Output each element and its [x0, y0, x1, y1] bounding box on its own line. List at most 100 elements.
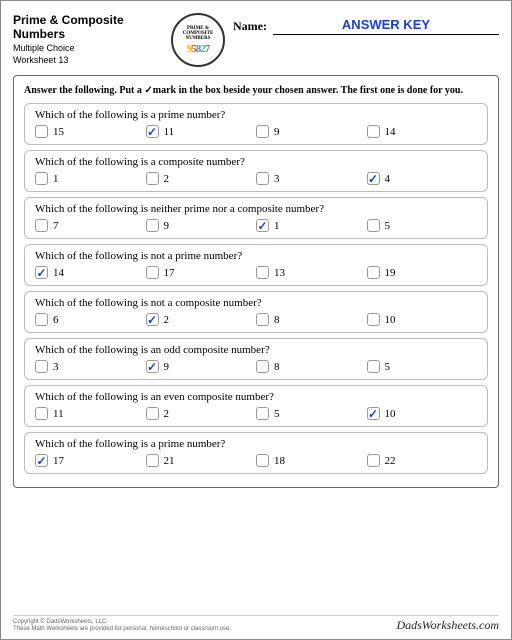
checkbox[interactable]: ✓ — [35, 266, 48, 279]
option[interactable]: ✓14 — [35, 266, 146, 279]
question-text: Which of the following is a prime number… — [35, 438, 477, 450]
question-box: Which of the following is an even compos… — [24, 385, 488, 427]
option-label: 8 — [274, 361, 280, 373]
question-text: Which of the following is a composite nu… — [35, 156, 477, 168]
option[interactable]: 10 — [367, 313, 478, 326]
option-label: 17 — [164, 267, 175, 279]
option[interactable]: 21 — [146, 454, 257, 467]
option[interactable]: ✓4 — [367, 172, 478, 185]
checkbox[interactable]: ✓ — [146, 125, 159, 138]
checkbox[interactable]: ✓ — [367, 172, 380, 185]
option-label: 4 — [385, 173, 391, 185]
checkbox[interactable] — [256, 172, 269, 185]
option[interactable]: ✓17 — [35, 454, 146, 467]
question-box: Which of the following is a prime number… — [24, 103, 488, 145]
checkbox[interactable] — [367, 360, 380, 373]
question-text: Which of the following is neither prime … — [35, 203, 477, 215]
checkbox[interactable] — [35, 125, 48, 138]
checkbox[interactable] — [146, 219, 159, 232]
checkbox[interactable] — [256, 454, 269, 467]
checkbox[interactable] — [367, 219, 380, 232]
checkbox[interactable] — [146, 454, 159, 467]
option[interactable]: 7 — [35, 219, 146, 232]
option[interactable]: 9 — [256, 125, 367, 138]
checkbox[interactable] — [35, 360, 48, 373]
question-text: Which of the following is an odd composi… — [35, 344, 477, 356]
checkbox[interactable] — [146, 407, 159, 420]
question-box: Which of the following is neither prime … — [24, 197, 488, 239]
option[interactable]: ✓1 — [256, 219, 367, 232]
checkbox[interactable] — [367, 454, 380, 467]
option[interactable]: 5 — [367, 219, 478, 232]
question-box: Which of the following is a composite nu… — [24, 150, 488, 192]
options-row: 112 5 ✓10 — [35, 407, 477, 420]
option[interactable]: 15 — [35, 125, 146, 138]
checkbox[interactable] — [256, 266, 269, 279]
checkbox[interactable] — [367, 125, 380, 138]
checkbox[interactable]: ✓ — [367, 407, 380, 420]
checkmark-icon: ✓ — [257, 220, 267, 232]
checkbox[interactable] — [146, 266, 159, 279]
logo-text-3: NUMBERS — [185, 36, 210, 41]
option-label: 21 — [164, 455, 175, 467]
option[interactable]: 3 — [35, 360, 146, 373]
checkbox[interactable] — [256, 313, 269, 326]
checkmark-icon: ✓ — [368, 408, 378, 420]
logo-digits: 95827 — [187, 43, 210, 55]
options-row: ✓14 17 1319 — [35, 266, 477, 279]
option-label: 2 — [164, 173, 170, 185]
checkmark-icon: ✓ — [36, 267, 46, 279]
option[interactable]: 8 — [256, 313, 367, 326]
name-label: Name: — [233, 19, 267, 34]
option[interactable]: 9 — [146, 219, 257, 232]
option[interactable]: 11 — [35, 407, 146, 420]
checkbox[interactable] — [256, 407, 269, 420]
checkbox[interactable]: ✓ — [146, 360, 159, 373]
question-box: Which of the following is a prime number… — [24, 432, 488, 474]
footer: Copyright © DadsWorksheets, LLC These Ma… — [13, 615, 499, 633]
checkbox[interactable]: ✓ — [256, 219, 269, 232]
option[interactable]: 14 — [367, 125, 478, 138]
checkbox[interactable] — [367, 313, 380, 326]
option-label: 1 — [274, 220, 280, 232]
option[interactable]: 19 — [367, 266, 478, 279]
checkbox[interactable] — [256, 125, 269, 138]
option[interactable]: 3 — [256, 172, 367, 185]
checkbox[interactable]: ✓ — [35, 454, 48, 467]
checkbox[interactable] — [146, 172, 159, 185]
option[interactable]: 2 — [146, 407, 257, 420]
option[interactable]: 5 — [256, 407, 367, 420]
checkbox[interactable] — [35, 172, 48, 185]
checkbox[interactable] — [35, 407, 48, 420]
option-label: 15 — [53, 126, 64, 138]
question-box: Which of the following is an odd composi… — [24, 338, 488, 380]
instructions: Answer the following. Put a ✓mark in the… — [24, 84, 488, 97]
option-label: 5 — [274, 408, 280, 420]
option[interactable]: ✓10 — [367, 407, 478, 420]
checkbox[interactable] — [256, 360, 269, 373]
checkbox[interactable] — [35, 219, 48, 232]
option[interactable]: 6 — [35, 313, 146, 326]
checkbox[interactable] — [35, 313, 48, 326]
logo-badge: PRIME & COMPOSITE NUMBERS 95827 — [171, 13, 225, 67]
option[interactable]: 13 — [256, 266, 367, 279]
option-label: 1 — [53, 173, 59, 185]
options-row: ✓17 21 1822 — [35, 454, 477, 467]
option[interactable]: 2 — [146, 172, 257, 185]
checkbox[interactable] — [367, 266, 380, 279]
option[interactable]: 5 — [367, 360, 478, 373]
question-box: Which of the following is not a prime nu… — [24, 244, 488, 286]
checkbox[interactable]: ✓ — [146, 313, 159, 326]
option[interactable]: 8 — [256, 360, 367, 373]
option[interactable]: 18 — [256, 454, 367, 467]
options-row: 6✓2810 — [35, 313, 477, 326]
options-row: 3✓9 8 5 — [35, 360, 477, 373]
option[interactable]: 17 — [146, 266, 257, 279]
option[interactable]: ✓11 — [146, 125, 257, 138]
option[interactable]: 22 — [367, 454, 478, 467]
option[interactable]: ✓2 — [146, 313, 257, 326]
option[interactable]: 1 — [35, 172, 146, 185]
name-value: ANSWER KEY — [273, 17, 499, 35]
option[interactable]: ✓9 — [146, 360, 257, 373]
questions-list: Which of the following is a prime number… — [24, 103, 488, 474]
